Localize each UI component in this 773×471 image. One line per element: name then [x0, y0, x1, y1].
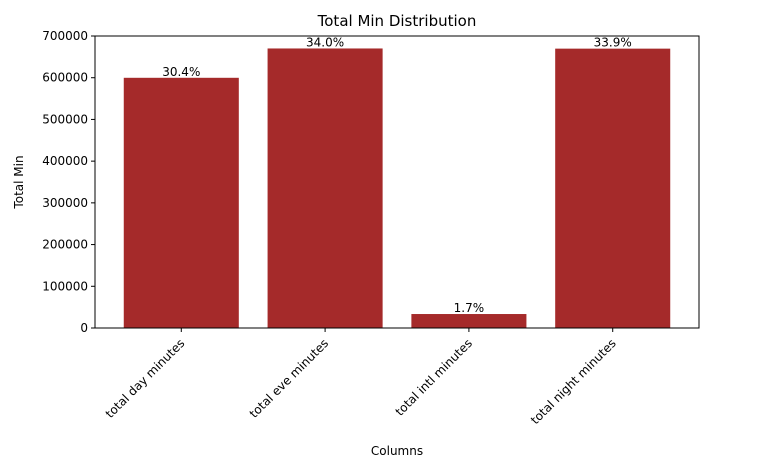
- y-tick-label: 500000: [42, 112, 88, 126]
- y-tick-label: 400000: [42, 154, 88, 168]
- y-tick-label: 300000: [42, 196, 88, 210]
- y-tick-label: 100000: [42, 279, 88, 293]
- bar-value-label: 33.9%: [594, 36, 632, 50]
- x-tick-label: total intl minutes: [393, 336, 475, 418]
- y-tick-label: 700000: [42, 29, 88, 43]
- chart-title: Total Min Distribution: [317, 12, 477, 30]
- y-tick-label: 200000: [42, 238, 88, 252]
- x-tick-label: total night minutes: [528, 336, 619, 427]
- bar: [267, 48, 383, 329]
- y-tick-label: 600000: [42, 71, 88, 85]
- bar-value-label: 1.7%: [454, 301, 485, 315]
- bar-value-label: 34.0%: [306, 35, 344, 49]
- plot-frame: [94, 35, 700, 329]
- x-axis-label: Columns: [371, 444, 423, 458]
- x-tick-label: total day minutes: [103, 336, 188, 421]
- y-axis-label: Total Min: [12, 155, 26, 209]
- y-tick-label: 0: [80, 321, 88, 335]
- bar: [123, 77, 239, 328]
- bar: [411, 314, 527, 328]
- bar: [555, 48, 671, 328]
- x-tick-label: total eve minutes: [247, 336, 332, 421]
- bar-value-label: 30.4%: [162, 65, 200, 79]
